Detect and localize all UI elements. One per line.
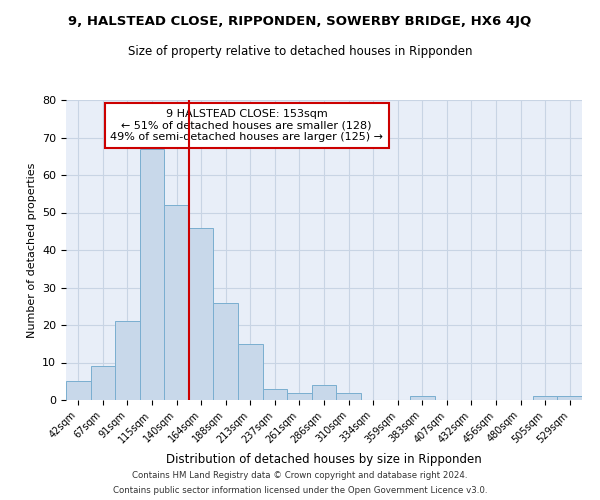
- Bar: [263, 389, 287, 400]
- Bar: [164, 205, 189, 400]
- Bar: [189, 228, 214, 400]
- Bar: [238, 344, 263, 400]
- Bar: [533, 396, 557, 400]
- Bar: [91, 366, 115, 400]
- Bar: [312, 385, 336, 400]
- Bar: [336, 392, 361, 400]
- Text: 9 HALSTEAD CLOSE: 153sqm
← 51% of detached houses are smaller (128)
49% of semi-: 9 HALSTEAD CLOSE: 153sqm ← 51% of detach…: [110, 109, 383, 142]
- Bar: [557, 396, 582, 400]
- X-axis label: Distribution of detached houses by size in Ripponden: Distribution of detached houses by size …: [166, 453, 482, 466]
- Text: Size of property relative to detached houses in Ripponden: Size of property relative to detached ho…: [128, 45, 472, 58]
- Bar: [115, 322, 140, 400]
- Bar: [66, 381, 91, 400]
- Y-axis label: Number of detached properties: Number of detached properties: [26, 162, 37, 338]
- Bar: [410, 396, 434, 400]
- Bar: [214, 302, 238, 400]
- Text: Contains public sector information licensed under the Open Government Licence v3: Contains public sector information licen…: [113, 486, 487, 495]
- Bar: [287, 392, 312, 400]
- Text: Contains HM Land Registry data © Crown copyright and database right 2024.: Contains HM Land Registry data © Crown c…: [132, 471, 468, 480]
- Bar: [140, 149, 164, 400]
- Text: 9, HALSTEAD CLOSE, RIPPONDEN, SOWERBY BRIDGE, HX6 4JQ: 9, HALSTEAD CLOSE, RIPPONDEN, SOWERBY BR…: [68, 15, 532, 28]
